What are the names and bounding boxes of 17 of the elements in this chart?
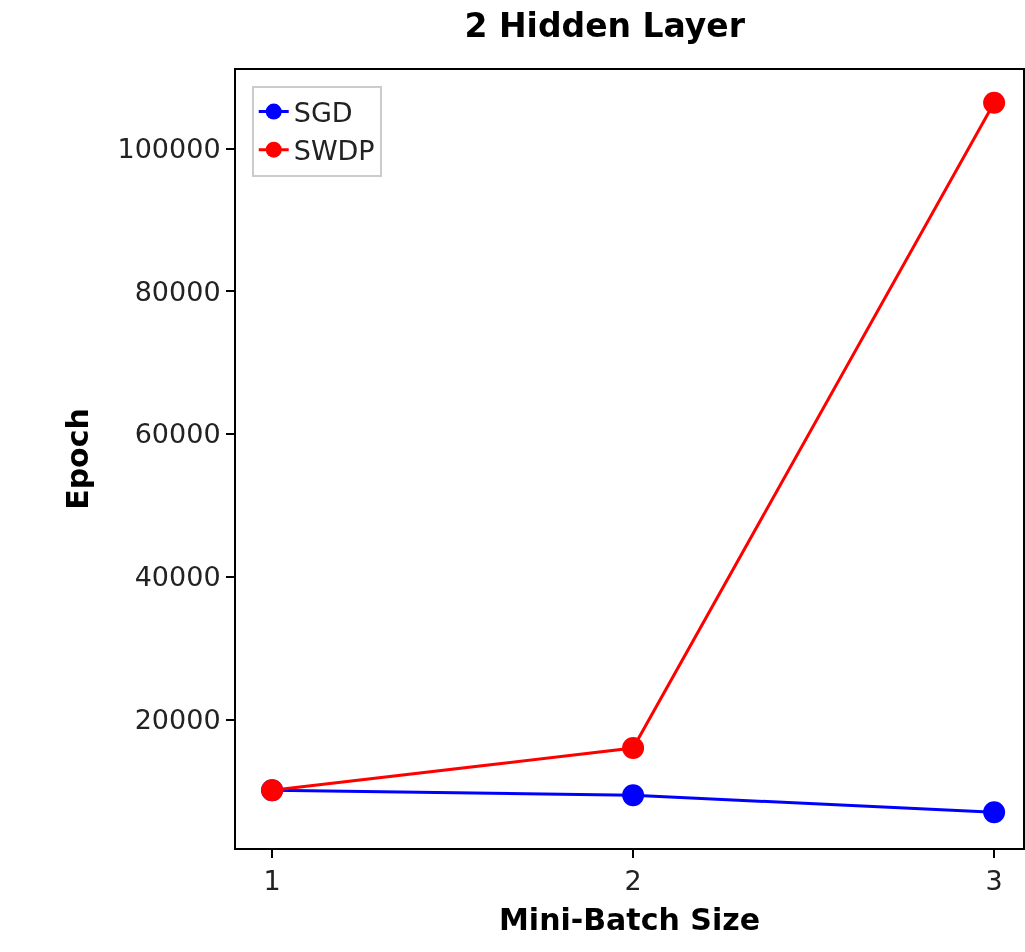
y-axis-title: Epoch (60, 408, 96, 510)
x-tick-label: 2 (624, 865, 642, 897)
legend-label: SWDP (293, 135, 375, 167)
x-tick-label: 1 (263, 865, 281, 897)
point (983, 91, 1006, 114)
point (622, 784, 645, 807)
y-tick-label: 80000 (134, 275, 221, 307)
y-tick-label: 20000 (134, 703, 221, 735)
y-tick-label: 60000 (134, 418, 221, 450)
x-axis-title: Mini-Batch Size (499, 902, 760, 938)
x-tick-label: 3 (985, 865, 1003, 897)
y-tick-label: 40000 (134, 561, 221, 593)
y-tick-label: 100000 (117, 132, 221, 164)
point (622, 737, 645, 760)
legend-label: SGD (293, 97, 353, 129)
chart-title: 2 Hidden Layer (464, 6, 746, 46)
point (983, 801, 1006, 824)
